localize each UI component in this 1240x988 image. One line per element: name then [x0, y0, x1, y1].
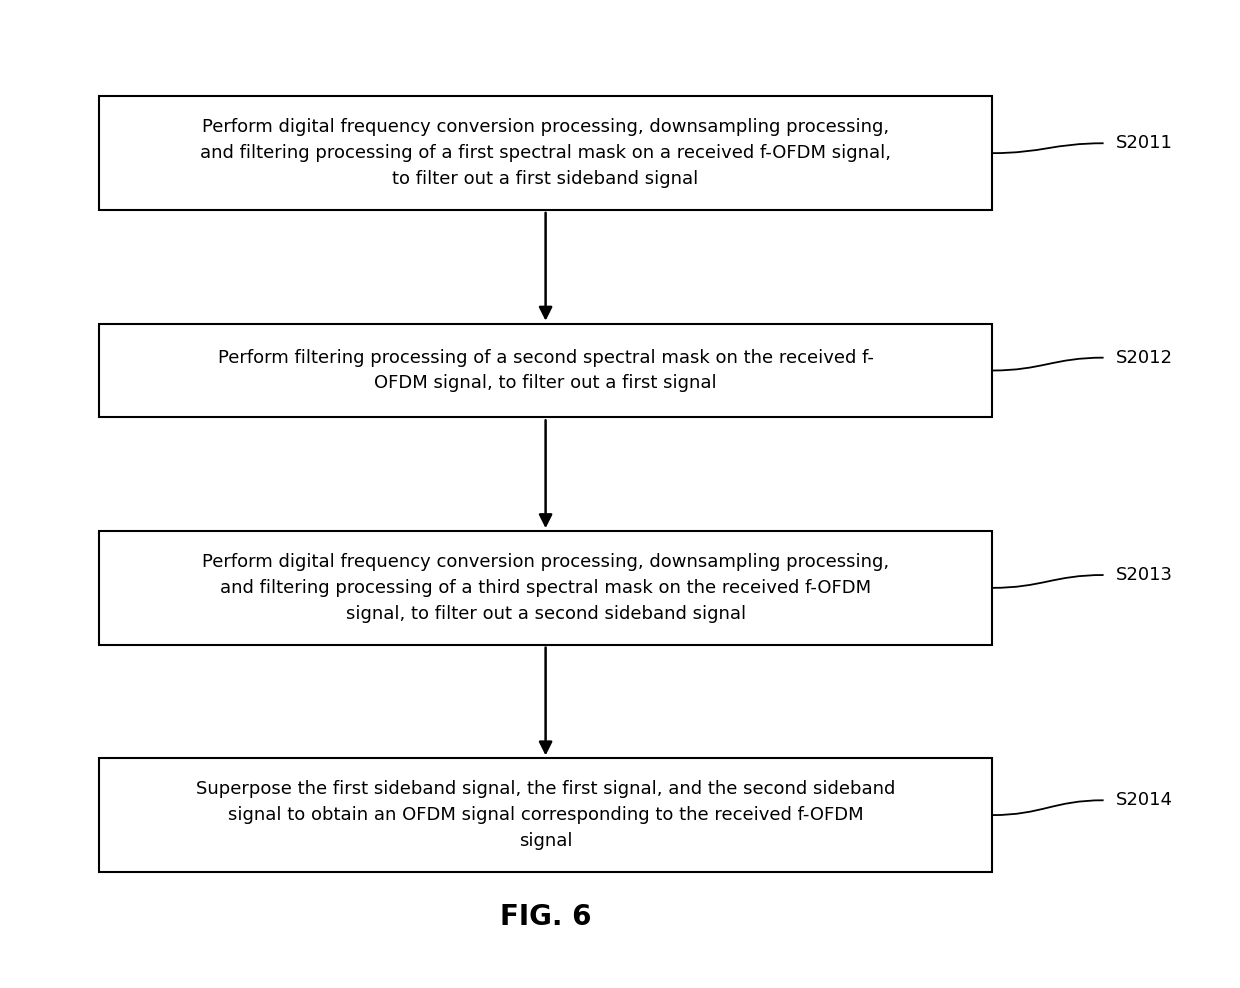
- Text: S2012: S2012: [1116, 349, 1173, 367]
- FancyBboxPatch shape: [99, 97, 992, 210]
- Text: FIG. 6: FIG. 6: [500, 903, 591, 931]
- Text: Superpose the first sideband signal, the first signal, and the second sideband
s: Superpose the first sideband signal, the…: [196, 781, 895, 850]
- Text: S2013: S2013: [1116, 566, 1173, 584]
- FancyBboxPatch shape: [99, 324, 992, 418]
- FancyBboxPatch shape: [99, 759, 992, 872]
- FancyBboxPatch shape: [99, 532, 992, 644]
- Text: Perform digital frequency conversion processing, downsampling processing,
and fi: Perform digital frequency conversion pro…: [200, 119, 892, 188]
- Text: Perform filtering processing of a second spectral mask on the received f-
OFDM s: Perform filtering processing of a second…: [218, 349, 873, 392]
- Text: Perform digital frequency conversion processing, downsampling processing,
and fi: Perform digital frequency conversion pro…: [202, 553, 889, 622]
- Text: S2011: S2011: [1116, 134, 1173, 152]
- Text: S2014: S2014: [1116, 791, 1173, 809]
